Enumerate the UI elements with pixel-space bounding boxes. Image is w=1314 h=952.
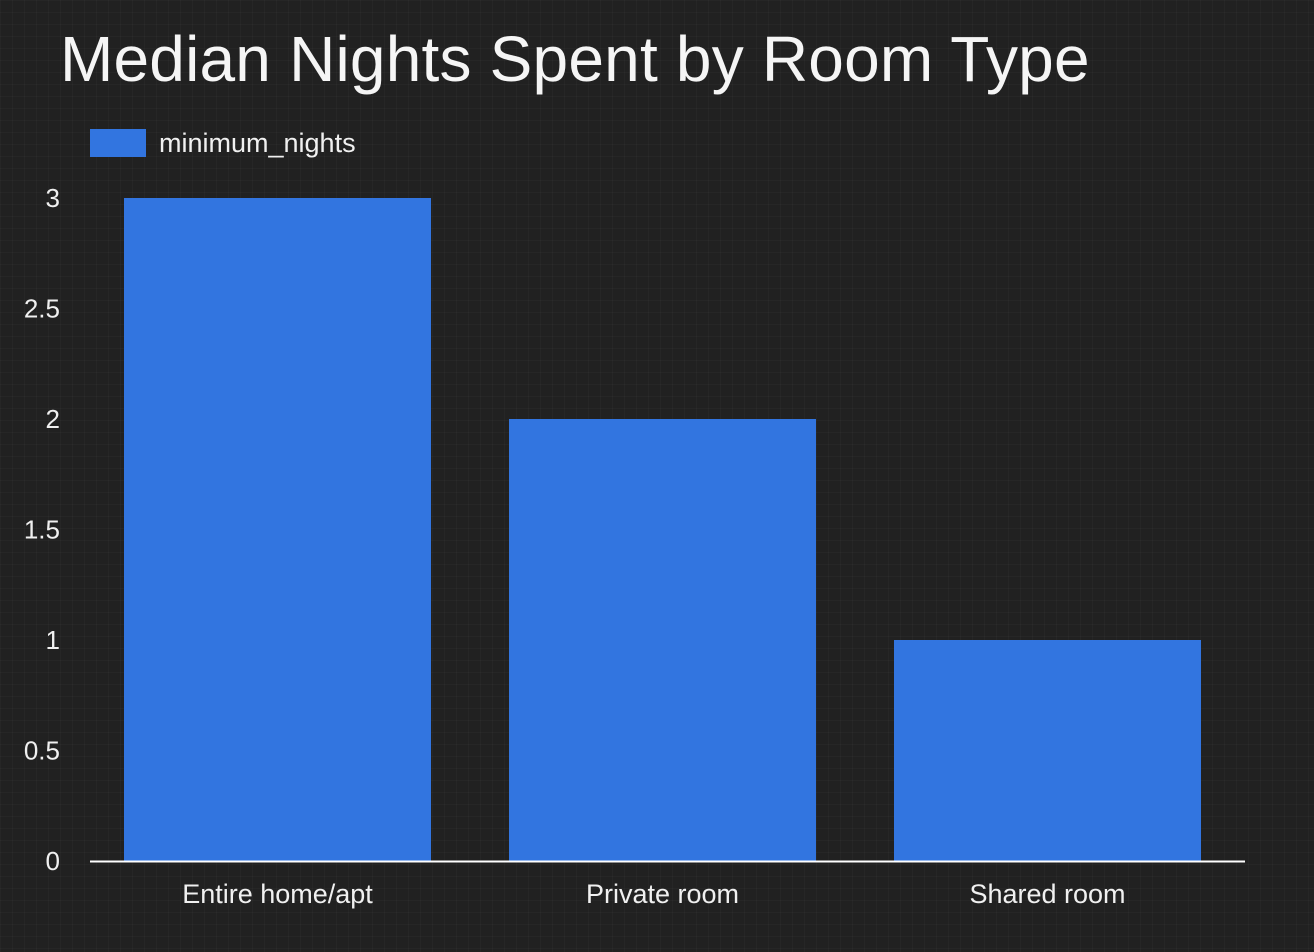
y-tick-label: 2 [46, 404, 60, 434]
legend-label: minimum_nights [159, 127, 356, 158]
y-tick-label: 1.5 [24, 515, 60, 545]
bar-entire-home-apt [124, 198, 431, 861]
y-tick-label: 3 [46, 183, 60, 213]
legend: minimum_nights [90, 128, 356, 158]
x-tick-label: Private room [586, 879, 739, 909]
x-tick-label: Shared room [969, 879, 1125, 909]
legend-swatch [90, 129, 146, 157]
bar-shared-room [894, 640, 1201, 861]
bar-private-room [509, 419, 816, 861]
x-tick-label: Entire home/apt [182, 879, 373, 909]
y-tick-label: 0.5 [24, 736, 60, 766]
y-tick-label: 0 [46, 846, 60, 876]
y-tick-label: 2.5 [24, 294, 60, 324]
y-tick-label: 1 [46, 625, 60, 655]
chart-title: Median Nights Spent by Room Type [60, 23, 1090, 95]
